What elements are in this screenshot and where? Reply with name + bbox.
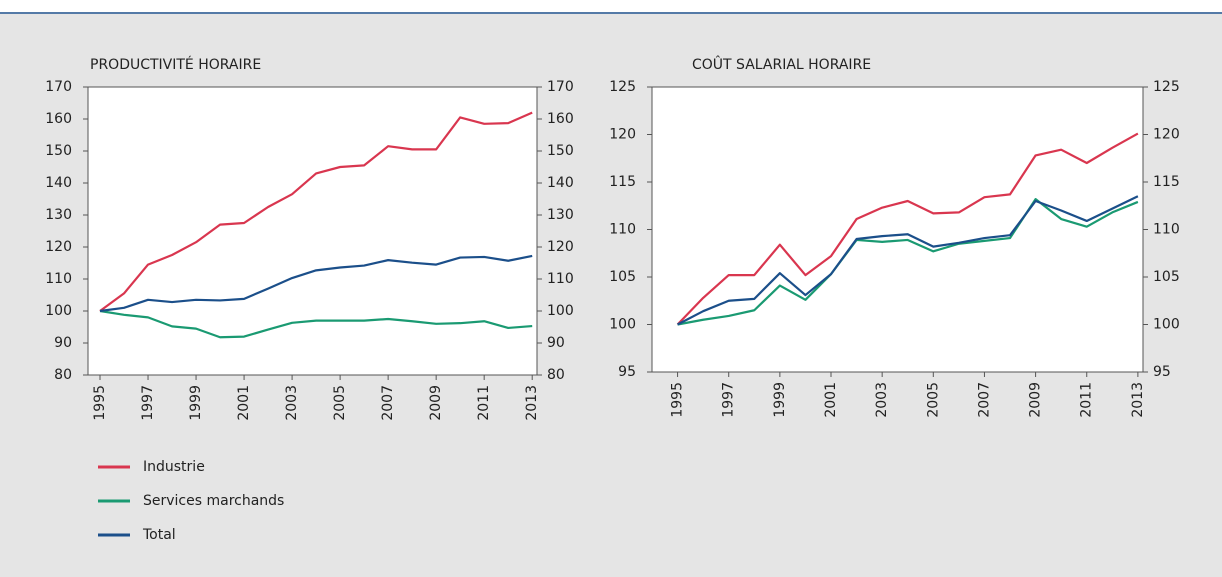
- x-tick-label: 2013: [1130, 382, 1146, 418]
- y-tick-label: 115: [609, 174, 636, 190]
- x-tick-label: 1999: [772, 382, 788, 418]
- y2-tick-label: 80: [547, 367, 565, 383]
- y2-tick-label: 140: [547, 175, 574, 191]
- x-tick-label: 2003: [874, 382, 890, 418]
- y2-tick-label: 125: [1153, 79, 1180, 95]
- y-tick-label: 120: [609, 127, 636, 143]
- x-tick-label: 2007: [380, 385, 396, 421]
- plot-area: [651, 86, 1144, 373]
- y2-tick-label: 170: [547, 79, 574, 95]
- series-line: [677, 198, 1139, 326]
- x-tick-label: 2005: [332, 385, 348, 421]
- chart-title: COÛT SALARIAL HORAIRE: [692, 55, 871, 73]
- y-tick-label: 105: [609, 269, 636, 285]
- y2-tick-label: 120: [1153, 127, 1180, 143]
- y2-tick-label: 150: [547, 143, 574, 159]
- plot-area: [87, 86, 538, 376]
- y2-tick-label: 105: [1153, 269, 1180, 285]
- y-tick-label: 120: [45, 239, 72, 255]
- y-tick-label: 160: [45, 111, 72, 127]
- y2-tick-label: 100: [1153, 317, 1180, 333]
- y-tick-label: 170: [45, 79, 72, 95]
- y-tick-label: 140: [45, 175, 72, 191]
- y-tick-label: 95: [618, 364, 636, 380]
- y2-tick-label: 100: [547, 303, 574, 319]
- y-tick-label: 100: [609, 317, 636, 333]
- x-tick-label: 2003: [284, 385, 300, 421]
- y-tick-label: 90: [54, 335, 72, 351]
- x-tick-label: 2005: [925, 382, 941, 418]
- x-tick-label: 2009: [1028, 382, 1044, 418]
- legend-label: Services marchands: [143, 493, 284, 509]
- x-tick-label: 2007: [976, 382, 992, 418]
- y-tick-label: 110: [45, 271, 72, 287]
- y2-tick-label: 130: [547, 207, 574, 223]
- y2-tick-label: 115: [1153, 174, 1180, 190]
- y-tick-label: 150: [45, 143, 72, 159]
- y-tick-label: 110: [609, 222, 636, 238]
- y2-tick-label: 95: [1153, 364, 1171, 380]
- series-line: [676, 132, 1139, 326]
- x-tick-label: 2009: [428, 385, 444, 421]
- x-tick-label: 2001: [236, 385, 252, 421]
- y2-tick-label: 160: [547, 111, 574, 127]
- x-tick-label: 2011: [1079, 382, 1095, 418]
- legend-label: Total: [142, 527, 176, 543]
- series-line: [99, 309, 533, 339]
- y-tick-label: 100: [45, 303, 72, 319]
- x-tick-label: 2013: [524, 385, 540, 421]
- y-tick-label: 80: [54, 367, 72, 383]
- legend-label: Industrie: [143, 459, 205, 475]
- x-tick-label: 1995: [670, 382, 686, 418]
- chart-title: PRODUCTIVITÉ HORAIRE: [90, 56, 261, 73]
- y2-tick-label: 110: [547, 271, 574, 287]
- y-tick-label: 125: [609, 79, 636, 95]
- series-line: [99, 111, 533, 312]
- y2-tick-label: 90: [547, 335, 565, 351]
- series-line: [677, 195, 1139, 326]
- y-tick-label: 130: [45, 207, 72, 223]
- x-tick-label: 2011: [476, 385, 492, 421]
- y2-tick-label: 110: [1153, 222, 1180, 238]
- x-tick-label: 1999: [188, 385, 204, 421]
- x-tick-label: 2001: [823, 382, 839, 418]
- y2-tick-label: 120: [547, 239, 574, 255]
- series-line: [99, 254, 533, 313]
- x-tick-label: 1995: [92, 385, 108, 421]
- x-tick-label: 1997: [721, 382, 737, 418]
- x-tick-label: 1997: [140, 385, 156, 421]
